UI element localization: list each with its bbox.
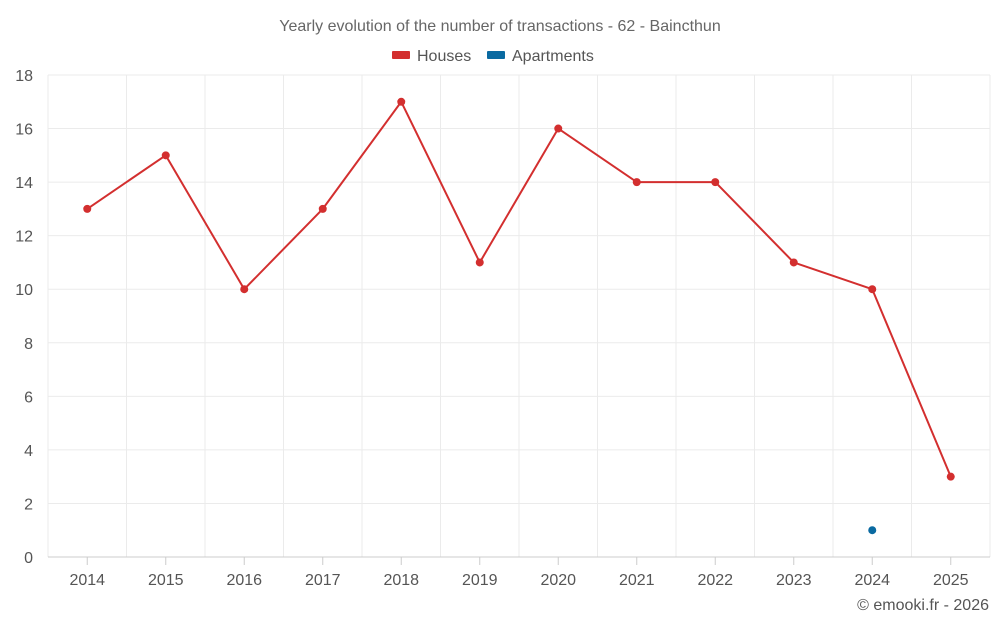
data-point-houses[interactable] xyxy=(868,285,877,294)
data-point-houses[interactable] xyxy=(83,204,92,213)
y-tick-label: 18 xyxy=(15,68,33,85)
x-tick-label: 2024 xyxy=(854,572,890,589)
y-tick-label: 4 xyxy=(24,443,33,460)
y-tick-label: 12 xyxy=(15,229,33,246)
x-tick-label: 2025 xyxy=(933,572,969,589)
data-point-houses[interactable] xyxy=(632,178,641,187)
data-point-houses[interactable] xyxy=(554,124,563,133)
x-tick-label: 2021 xyxy=(619,572,655,589)
chart-title: Yearly evolution of the number of transa… xyxy=(279,18,720,35)
legend-item-houses[interactable]: Houses xyxy=(392,48,471,65)
series-houses xyxy=(83,97,955,481)
data-point-houses[interactable] xyxy=(161,151,170,160)
x-tick-label: 2018 xyxy=(383,572,419,589)
x-tick-label: 2015 xyxy=(148,572,184,589)
y-tick-label: 10 xyxy=(15,282,33,299)
data-point-houses[interactable] xyxy=(789,258,798,267)
series-line-houses xyxy=(86,100,952,478)
legend-label-apartments: Apartments xyxy=(512,48,594,65)
y-tick-label: 2 xyxy=(24,496,33,513)
series-layer xyxy=(83,97,955,535)
x-axis: 2014 2015 2016 2017 2018 2019 2020 2021 2022 2023… xyxy=(48,556,990,589)
grid xyxy=(47,74,991,557)
data-point-houses[interactable] xyxy=(397,97,406,106)
x-tick-label: 2019 xyxy=(462,572,498,589)
legend-swatch-houses xyxy=(392,51,410,59)
y-tick-label: 8 xyxy=(24,336,33,353)
legend: Houses Apartments xyxy=(392,48,594,65)
y-tick-label: 16 xyxy=(15,122,33,139)
x-tick-label: 2020 xyxy=(540,572,576,589)
legend-label-houses: Houses xyxy=(417,48,471,65)
y-tick-label: 0 xyxy=(24,550,33,567)
x-tick-label: 2017 xyxy=(305,572,341,589)
data-point-houses[interactable] xyxy=(240,285,249,294)
y-tick-label: 14 xyxy=(15,175,33,192)
data-point-houses[interactable] xyxy=(946,472,955,481)
legend-item-apartments[interactable]: Apartments xyxy=(487,48,594,65)
x-tick-label: 2022 xyxy=(697,572,733,589)
data-point-apartments[interactable] xyxy=(868,526,877,535)
data-point-houses[interactable] xyxy=(711,178,720,187)
legend-swatch-apartments xyxy=(487,51,505,59)
x-tick-label: 2023 xyxy=(776,572,812,589)
x-tick-label: 2016 xyxy=(226,572,262,589)
data-point-houses[interactable] xyxy=(475,258,484,267)
y-axis: 0 2 4 6 8 10 12 14 16 18 xyxy=(15,68,33,567)
data-point-houses[interactable] xyxy=(318,204,327,213)
x-tick-label: 2014 xyxy=(69,572,105,589)
credit-text: © emooki.fr - 2026 xyxy=(857,597,989,614)
y-tick-label: 6 xyxy=(24,389,33,406)
series-apartments xyxy=(868,526,877,535)
